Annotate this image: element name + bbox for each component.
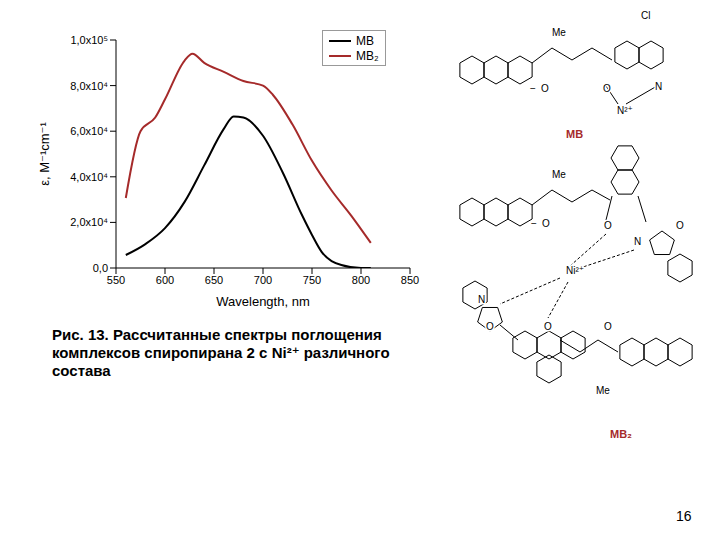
svg-text:−: − [530, 83, 536, 94]
svg-text:0,0: 0,0 [93, 262, 108, 274]
svg-text:MB₂: MB₂ [610, 428, 632, 440]
svg-text:N: N [634, 236, 641, 247]
svg-text:O: O [541, 83, 549, 94]
svg-text:Me: Me [596, 385, 610, 396]
svg-text:6,0x10⁴: 6,0x10⁴ [70, 125, 108, 137]
svg-text:O: O [604, 220, 612, 231]
svg-text:700: 700 [254, 274, 272, 286]
svg-text:Ni²⁺: Ni²⁺ [566, 265, 584, 276]
svg-text:−: − [531, 218, 537, 229]
svg-text:800: 800 [352, 274, 370, 286]
svg-text:O: O [604, 220, 612, 231]
svg-text:N: N [655, 81, 662, 92]
svg-text:O: O [544, 321, 552, 332]
html-text:Рис. 13. Рассчитанные спектры: Рис. 13. Рассчитанные спектры поглощения… [52, 326, 390, 379]
html-text:MB: MB [356, 33, 374, 48]
svg-text:4,0x10⁴: 4,0x10⁴ [70, 171, 108, 183]
html-text:16: 16 [676, 508, 692, 524]
svg-text:850: 850 [401, 274, 419, 286]
svg-text:O: O [603, 83, 611, 94]
svg-text:Wavelength, nm: Wavelength, nm [216, 294, 309, 309]
svg-text:O: O [604, 321, 612, 332]
svg-text:8,0x10⁴: 8,0x10⁴ [70, 80, 108, 92]
svg-text:Me: Me [552, 169, 566, 180]
svg-text:Cl: Cl [641, 10, 650, 21]
svg-text:Ni²⁺: Ni²⁺ [566, 265, 584, 276]
svg-text:O: O [542, 218, 550, 229]
svg-text:O: O [541, 83, 549, 94]
svg-text:ε, M⁻¹cm⁻¹: ε, M⁻¹cm⁻¹ [37, 122, 52, 186]
svg-text:O: O [542, 218, 550, 229]
svg-text:O: O [603, 83, 611, 94]
svg-text:N: N [478, 294, 485, 305]
svg-text:Me: Me [552, 169, 566, 180]
svg-text:Me: Me [596, 385, 610, 396]
svg-text:550: 550 [107, 274, 125, 286]
svg-text:Cl: Cl [641, 10, 650, 21]
svg-text:O: O [604, 321, 612, 332]
svg-text:600: 600 [156, 274, 174, 286]
svg-text:O: O [676, 220, 684, 231]
svg-text:N: N [655, 81, 662, 92]
svg-text:1,0x10⁵: 1,0x10⁵ [70, 34, 108, 46]
svg-text:2,0x10⁴: 2,0x10⁴ [70, 216, 108, 228]
svg-text:N²⁺: N²⁺ [617, 105, 633, 116]
svg-text:O: O [486, 321, 494, 332]
svg-text:Me: Me [552, 27, 566, 38]
svg-text:750: 750 [303, 274, 321, 286]
svg-text:N: N [634, 236, 641, 247]
svg-text:O: O [544, 321, 552, 332]
svg-text:N: N [478, 294, 485, 305]
svg-text:O: O [486, 321, 494, 332]
svg-text:Me: Me [552, 27, 566, 38]
svg-text:−: − [530, 83, 536, 94]
html-text:MB₂: MB₂ [356, 48, 379, 63]
svg-text:O: O [676, 220, 684, 231]
svg-text:MB: MB [566, 128, 583, 140]
svg-text:−: − [531, 218, 537, 229]
svg-text:650: 650 [205, 274, 223, 286]
svg-text:N²⁺: N²⁺ [617, 105, 633, 116]
